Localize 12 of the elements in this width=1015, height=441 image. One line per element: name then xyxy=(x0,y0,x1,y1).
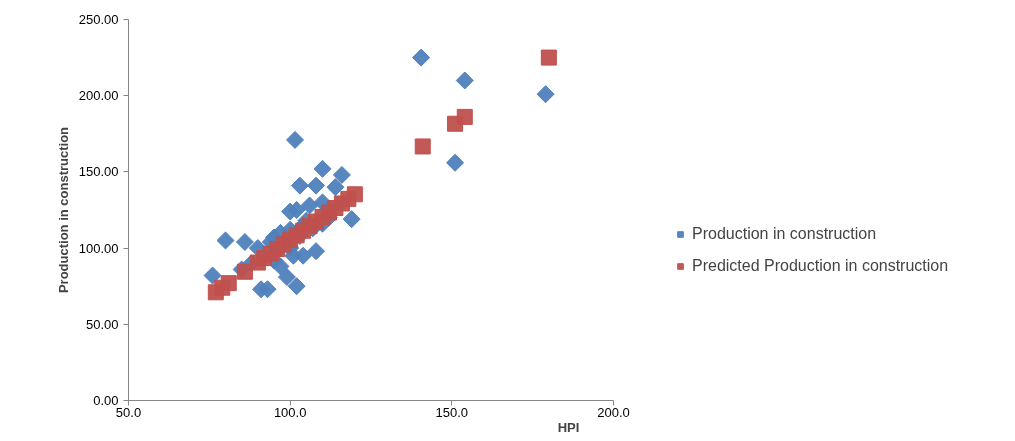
y-tick-label: 100.00 xyxy=(78,240,119,256)
legend-label: Predicted Production in construction xyxy=(692,257,949,275)
x-axis-title: HPI xyxy=(557,419,580,435)
x-tick-label: 150.0 xyxy=(435,404,469,420)
y-tick-label: 200.00 xyxy=(78,88,119,104)
y-tick-label: 150.00 xyxy=(78,164,119,180)
y-axis-title: Production in construction xyxy=(55,126,71,294)
legend-label: Production in construction xyxy=(692,225,877,243)
y-tick-label: 250.00 xyxy=(78,12,119,27)
y-tick-label: 50.00 xyxy=(85,316,119,332)
x-tick-label: 100.0 xyxy=(273,404,307,420)
x-tick-label: 200.0 xyxy=(597,404,630,420)
